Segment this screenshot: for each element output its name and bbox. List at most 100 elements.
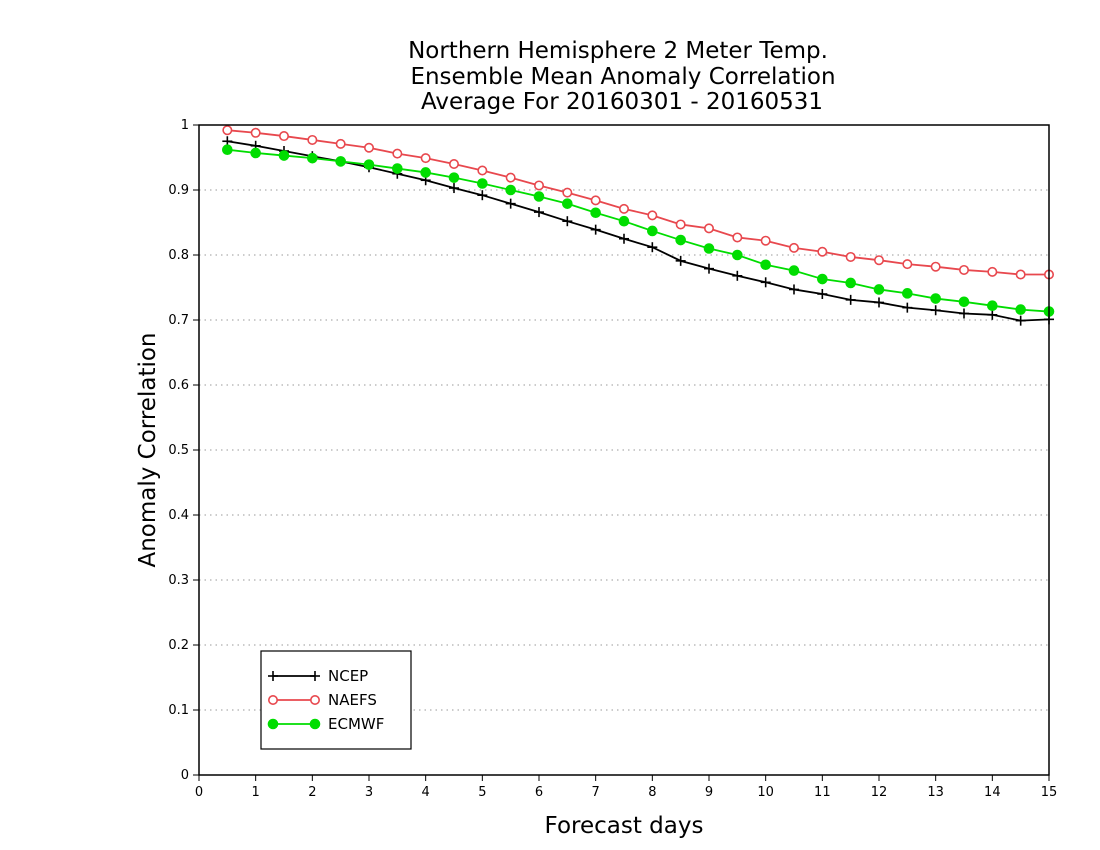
- x-tick-label: 6: [535, 785, 543, 800]
- y-axis-label: Anomaly Correlation: [135, 332, 161, 567]
- y-tick-label: 0.5: [168, 443, 189, 458]
- data-point-naefs: [590, 195, 601, 206]
- data-point-ecmwf: [1015, 304, 1026, 315]
- data-point-ecmwf: [958, 296, 970, 308]
- data-point-ecmwf: [505, 184, 516, 196]
- data-point-ecmwf: [788, 265, 800, 276]
- data-point-naefs: [363, 142, 374, 153]
- x-tick-label: 1: [252, 785, 260, 800]
- data-point-ncep: [534, 207, 544, 218]
- x-tick-label: 14: [984, 785, 1001, 800]
- x-tick-label: 13: [927, 785, 944, 800]
- data-point-ncep: [760, 277, 771, 288]
- y-tick-label: 0.4: [168, 508, 189, 523]
- data-point-ncep: [789, 284, 799, 295]
- data-point-ncep: [505, 198, 516, 209]
- data-point-ecmwf: [618, 215, 630, 227]
- y-tick-label: 1: [181, 118, 189, 133]
- data-point-ncep: [590, 224, 601, 235]
- series-layer: [222, 125, 1055, 326]
- data-point-ecmwf: [420, 167, 431, 178]
- data-point-ncep: [959, 308, 969, 319]
- data-point-ncep: [477, 190, 488, 201]
- data-point-ncep: [732, 270, 743, 281]
- legend: NCEP NAEFS ECMWF: [260, 650, 412, 750]
- title-line-1: Northern Hemisphere 2 Meter Temp.: [408, 38, 828, 64]
- legend-swatch-marker: [268, 671, 278, 681]
- data-point-ecmwf: [392, 163, 403, 174]
- data-point-ncep: [647, 242, 658, 253]
- data-point-ecmwf: [533, 191, 545, 202]
- title-line-2: Ensemble Mean Anomaly Correlation: [410, 64, 835, 90]
- data-point-naefs: [817, 246, 828, 257]
- legend-label-ncep: NCEP: [328, 667, 368, 685]
- series-ecmwf: [222, 144, 1055, 317]
- data-point-naefs: [335, 138, 346, 149]
- data-point-ecmwf: [222, 144, 233, 155]
- data-point-naefs: [873, 255, 884, 266]
- legend-swatch-marker: [267, 694, 278, 705]
- data-point-ncep: [1015, 315, 1026, 326]
- legend-entry-ncep: NCEP: [268, 667, 368, 685]
- data-point-ecmwf: [675, 234, 686, 246]
- data-point-naefs: [675, 219, 686, 230]
- data-point-naefs: [250, 127, 261, 138]
- y-tick-label: 0.1: [168, 703, 189, 718]
- y-tick-label: 0.6: [168, 378, 189, 393]
- data-point-ecmwf: [477, 178, 488, 189]
- data-point-naefs: [958, 264, 969, 275]
- data-point-naefs: [505, 172, 516, 183]
- y-tick-label: 0.3: [168, 573, 189, 588]
- data-point-naefs: [222, 125, 233, 136]
- legend-swatch-marker: [309, 694, 320, 705]
- data-point-ecmwf: [732, 249, 743, 261]
- data-point-ncep: [817, 289, 828, 299]
- data-point-naefs: [987, 266, 998, 277]
- x-axis-label: Forecast days: [545, 813, 704, 839]
- x-tick-label: 5: [478, 785, 486, 800]
- data-point-naefs: [448, 159, 459, 170]
- data-point-naefs: [392, 148, 403, 159]
- legend-entry-naefs: NAEFS: [267, 691, 377, 709]
- data-point-naefs: [477, 165, 488, 176]
- data-point-naefs: [930, 261, 941, 272]
- chart-title: Northern Hemisphere 2 Meter Temp. Ensemb…: [408, 38, 835, 115]
- data-point-naefs: [760, 235, 771, 246]
- y-tick-label: 0.7: [168, 313, 189, 328]
- data-point-ecmwf: [987, 300, 998, 312]
- y-tick-label: 0: [181, 768, 189, 783]
- data-point-naefs: [703, 223, 714, 234]
- data-point-ncep: [874, 297, 884, 308]
- data-point-ecmwf: [760, 259, 771, 271]
- data-point-naefs: [278, 131, 289, 142]
- data-point-ecmwf: [335, 156, 346, 167]
- legend-swatch-marker: [310, 671, 320, 681]
- x-tick-label: 10: [757, 785, 774, 800]
- data-point-ecmwf: [930, 293, 941, 304]
- data-point-ncep: [449, 183, 459, 194]
- data-point-naefs: [307, 134, 318, 145]
- x-tick-label: 9: [705, 785, 713, 800]
- data-point-ecmwf: [250, 147, 261, 159]
- grid-lines: [199, 189, 1049, 711]
- legend-swatch-marker: [267, 718, 279, 730]
- x-tick-label: 2: [308, 785, 316, 800]
- data-point-ecmwf: [278, 150, 290, 161]
- data-point-naefs: [845, 251, 856, 262]
- data-point-naefs: [420, 153, 431, 164]
- x-tick-label: 7: [592, 785, 600, 800]
- data-point-ncep: [704, 263, 714, 274]
- data-point-naefs: [788, 242, 799, 253]
- data-point-ncep: [845, 294, 856, 305]
- x-tick-label: 8: [648, 785, 656, 800]
- data-point-ecmwf: [902, 288, 913, 299]
- y-tick-label: 0.8: [168, 248, 189, 263]
- data-point-naefs: [902, 259, 913, 270]
- data-point-naefs: [1015, 269, 1026, 280]
- data-point-naefs: [562, 187, 573, 198]
- data-point-ecmwf: [590, 207, 601, 219]
- y-tick-label: 0.9: [168, 183, 189, 198]
- axis-ticks: 00.10.20.30.40.50.60.70.80.910 1 2 3 4 5 6 7 8 9 1…: [168, 118, 1057, 800]
